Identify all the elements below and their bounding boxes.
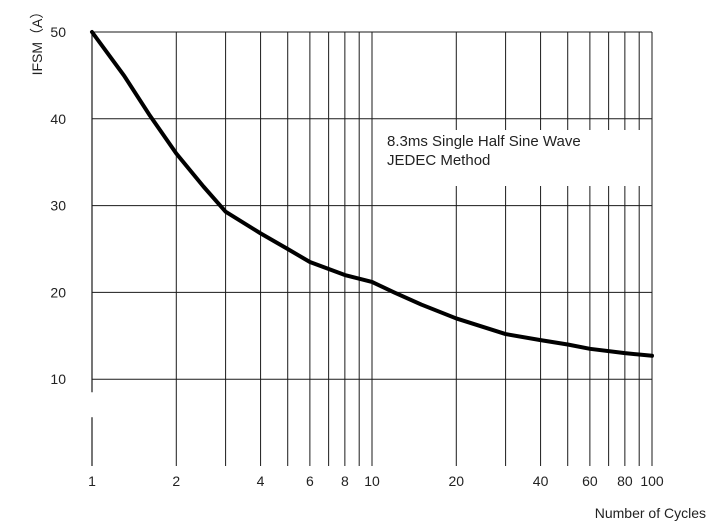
annotation-line-2: JEDEC Method xyxy=(387,152,490,169)
x-tick-label: 1 xyxy=(88,473,96,489)
x-tick-label: 40 xyxy=(533,473,549,489)
x-tick-label: 8 xyxy=(341,473,349,489)
annotation-mask xyxy=(378,130,646,186)
x-tick-label: 80 xyxy=(617,473,633,489)
x-tick-label: 20 xyxy=(448,473,464,489)
y-tick-label: 40 xyxy=(50,111,66,127)
y-tick-label: 50 xyxy=(50,24,66,40)
x-tick-label: 10 xyxy=(364,473,380,489)
y-tick-label: 10 xyxy=(50,371,66,387)
series-group xyxy=(90,30,654,358)
y-tick-label: 20 xyxy=(50,284,66,300)
x-tick-label: 4 xyxy=(257,473,265,489)
y-tick-label: 30 xyxy=(50,198,66,214)
x-tick-label: 6 xyxy=(306,473,314,489)
grid xyxy=(92,31,653,466)
x-axis-label: Number of Cycles xyxy=(595,505,706,521)
x-tick-label: 60 xyxy=(582,473,598,489)
ifsm-curve xyxy=(90,30,654,358)
x-tick-label: 100 xyxy=(640,473,664,489)
y-axis-label: IFSM（A） xyxy=(29,5,45,76)
tick-labels: 1 2 4 6 8 10 20 40 60 80 100 10 20 30 40 50 xyxy=(50,24,663,489)
x-tick-label: 2 xyxy=(172,473,180,489)
annotation-line-1: 8.3ms Single Half Sine Wave xyxy=(387,133,581,150)
